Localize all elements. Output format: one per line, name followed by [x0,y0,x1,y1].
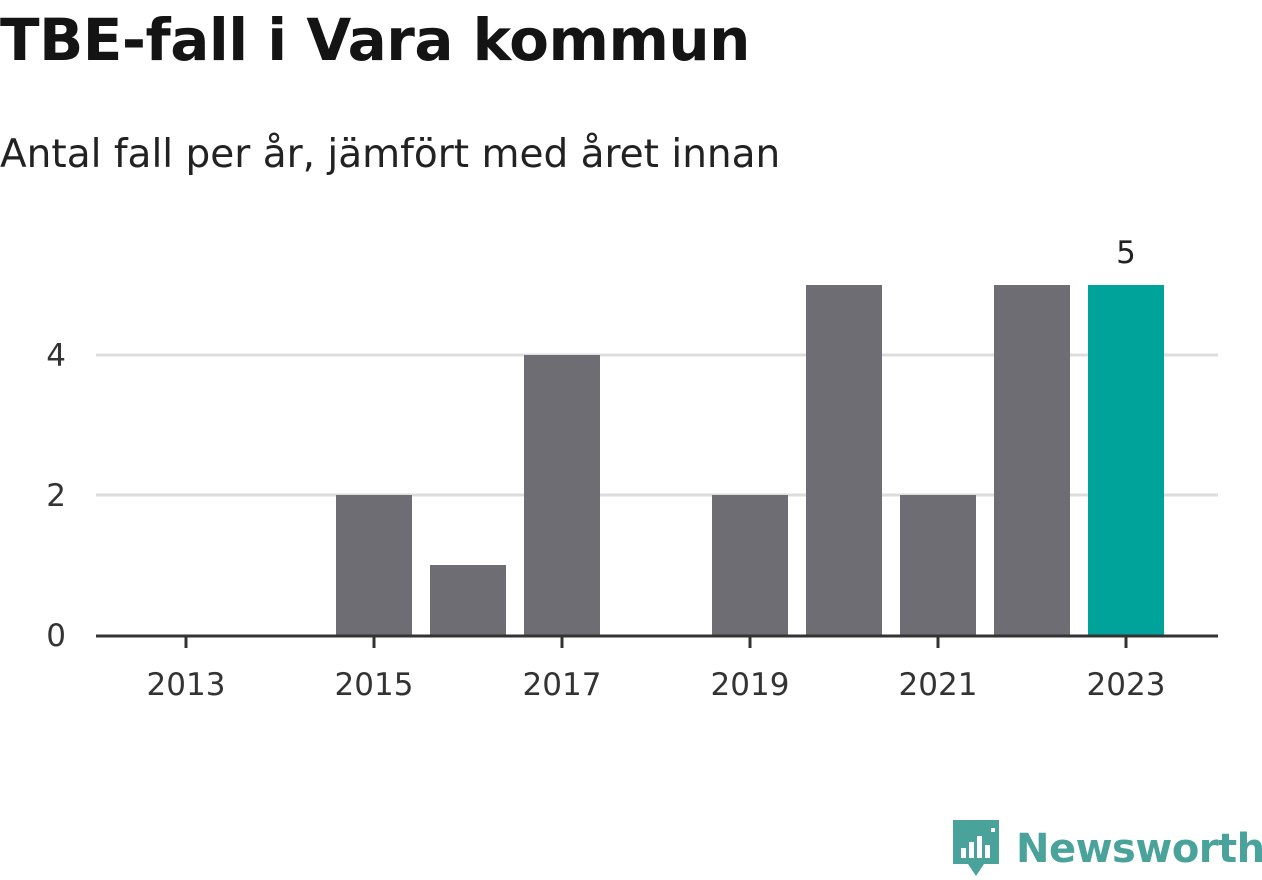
y-tick-label: 4 [46,338,66,374]
x-tick-label: 2023 [1087,667,1166,703]
chart-title: TBE-fall i Vara kommun [0,6,750,74]
bar-2021 [900,495,976,635]
bar-chart-speech-bubble-icon [953,820,999,876]
bar-2023 [1088,285,1164,635]
bar-2022 [994,285,1070,635]
bars [336,285,1164,635]
bar-chart: 0 2 4 5 2013 2015 2017 2019 2021 2023 [46,235,1218,703]
bar-2019 [712,495,788,635]
bar-2017 [524,355,600,635]
chart-subtitle: Antal fall per år, jämfört med året inna… [0,132,781,177]
brand-name: Newsworthy [1016,826,1262,872]
data-label-2023: 5 [1116,235,1136,271]
axis-labels: 0 2 4 5 2013 2015 2017 2019 2021 2023 [46,235,1165,703]
x-tick-label: 2019 [711,667,790,703]
bar-2020 [806,285,882,635]
x-tick-label: 2021 [899,667,978,703]
bar-2015 [336,495,412,635]
bar-2016 [430,565,506,635]
y-tick-label: 2 [46,478,66,514]
y-tick-label: 0 [46,618,66,654]
x-tick-label: 2015 [335,667,414,703]
x-tick-label: 2017 [523,667,602,703]
brand-logo-group: Newsworthy [950,818,1262,880]
x-tick-label: 2013 [147,667,226,703]
